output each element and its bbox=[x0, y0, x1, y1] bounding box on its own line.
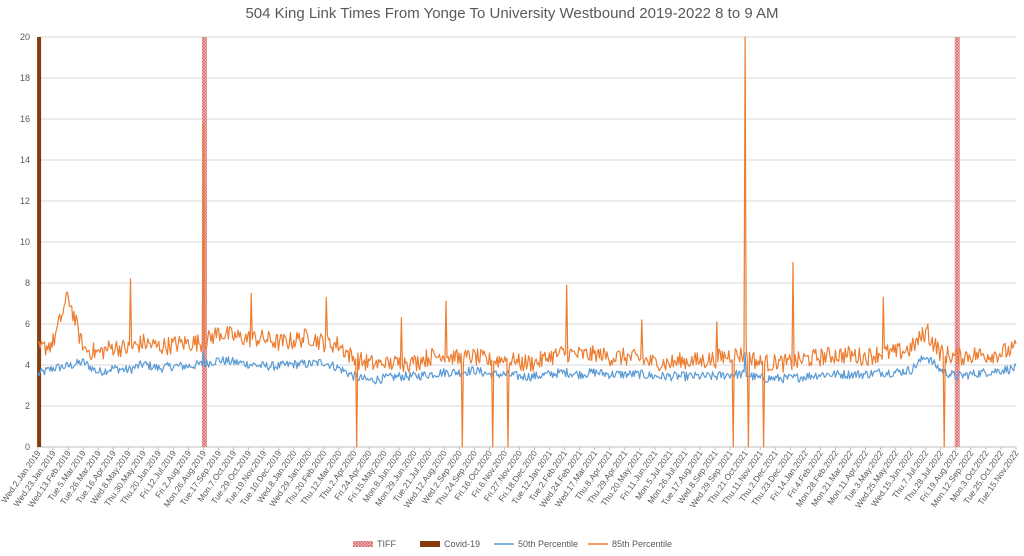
y-tick-label: 12 bbox=[20, 196, 30, 206]
x-axis: Wed.2.Jan.2019Wed.23.Jan.2019Wed.13.Feb.… bbox=[0, 447, 1021, 510]
y-tick-label: 8 bbox=[25, 278, 30, 288]
y-tick-label: 16 bbox=[20, 114, 30, 124]
y-tick-label: 20 bbox=[20, 32, 30, 42]
series-50th-percentile-line bbox=[37, 352, 1017, 385]
chart-title: 504 King Link Times From Yonge To Univer… bbox=[245, 5, 778, 22]
event-bar-covid-19 bbox=[37, 37, 42, 447]
y-tick-label: 14 bbox=[20, 155, 30, 165]
legend-swatch bbox=[353, 541, 373, 547]
legend-item: 85th Percentile bbox=[588, 539, 672, 549]
y-tick-label: 0 bbox=[25, 442, 30, 452]
legend: TIFF Covid-19 50th Percentile 85th Percenti… bbox=[353, 539, 672, 549]
gridlines bbox=[38, 36, 1016, 448]
y-tick-label: 10 bbox=[20, 237, 30, 247]
legend-label: TIFF bbox=[377, 539, 396, 549]
legend-item: 50th Percentile bbox=[494, 539, 578, 549]
series-85th-percentile-line bbox=[37, 36, 1017, 448]
y-tick-label: 2 bbox=[25, 401, 30, 411]
legend-item: Covid-19 bbox=[420, 539, 480, 549]
y-tick-label: 18 bbox=[20, 73, 30, 83]
event-bar-tiff bbox=[954, 37, 960, 447]
series-lines bbox=[37, 36, 1017, 448]
legend-item: TIFF bbox=[353, 539, 396, 549]
y-tick-label: 6 bbox=[25, 319, 30, 329]
y-tick-label: 4 bbox=[25, 360, 30, 370]
y-axis: 0 2 4 6 8 10 12 14 16 18 20 bbox=[20, 32, 30, 452]
legend-swatch bbox=[420, 541, 440, 547]
legend-label: 85th Percentile bbox=[612, 539, 672, 549]
legend-label: Covid-19 bbox=[444, 539, 480, 549]
legend-label: 50th Percentile bbox=[518, 539, 578, 549]
